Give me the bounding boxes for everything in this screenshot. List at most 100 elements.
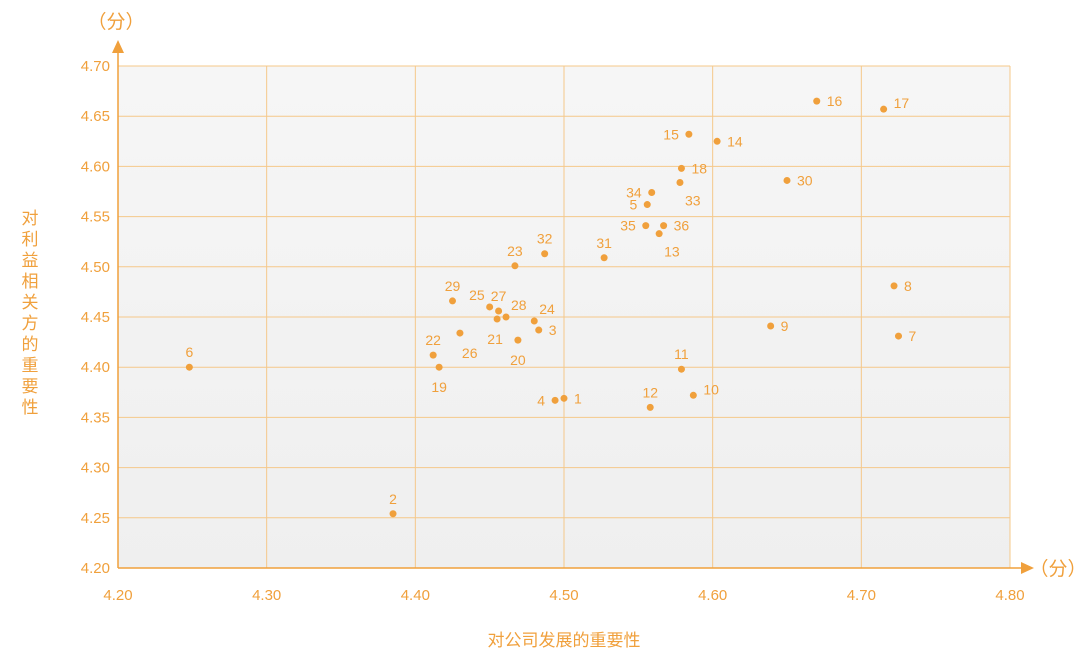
data-point (813, 97, 821, 105)
data-point (676, 178, 684, 186)
x-tick-label: 4.70 (847, 587, 876, 604)
point-label: 22 (425, 332, 441, 348)
point-label: 26 (462, 345, 478, 361)
y-tick-label: 4.70 (81, 58, 110, 75)
point-label: 31 (596, 235, 612, 251)
data-point (767, 322, 775, 330)
data-point (677, 164, 685, 172)
x-tick-label: 4.20 (103, 587, 132, 604)
point-label: 10 (703, 381, 719, 397)
point-label: 17 (894, 95, 910, 111)
data-point (655, 230, 663, 238)
data-point (685, 130, 693, 138)
data-point (185, 363, 193, 371)
point-label: 32 (537, 231, 553, 247)
data-point (541, 250, 549, 258)
data-point (389, 510, 397, 518)
data-point (880, 105, 888, 113)
y-tick-label: 4.60 (81, 158, 110, 175)
point-label: 3 (549, 322, 557, 338)
data-point (493, 315, 501, 323)
y-tick-label: 4.30 (81, 460, 110, 477)
point-label: 36 (674, 218, 690, 234)
point-label: 27 (491, 288, 507, 304)
data-point (435, 363, 443, 371)
y-tick-label: 4.45 (81, 309, 110, 326)
data-point (502, 313, 510, 321)
point-label: 28 (511, 297, 527, 313)
data-point (530, 317, 538, 325)
y-axis-title-char: 性 (22, 398, 39, 418)
x-axis-title: 对公司发展的重要性 (488, 631, 641, 651)
y-tick-labels: 4.20 4.25 4.30 4.35 4.40 4.45 4.50 4.55 4.60 4.65… (81, 58, 110, 577)
point-label: 6 (185, 344, 193, 360)
y-axis-title-char: 对 (22, 209, 39, 229)
data-point (486, 303, 494, 311)
data-point (511, 262, 519, 270)
data-point (646, 403, 654, 411)
data-point (642, 222, 650, 230)
y-tick-label: 4.25 (81, 510, 110, 527)
x-tick-label: 4.60 (698, 587, 727, 604)
point-label: 9 (781, 318, 789, 334)
y-axis-title-char: 关 (22, 293, 39, 313)
point-label: 1 (574, 390, 582, 406)
data-point (895, 332, 902, 340)
data-point (890, 282, 898, 290)
point-label: 29 (445, 278, 461, 294)
point-label: 5 (629, 197, 637, 213)
point-label: 2 (389, 491, 397, 507)
axes (112, 40, 1034, 574)
point-label: 35 (620, 218, 636, 234)
x-axis-arrow (1021, 562, 1034, 574)
data-point (551, 396, 559, 404)
y-tick-label: 4.55 (81, 209, 110, 226)
data-point (660, 222, 668, 230)
data-point (456, 329, 464, 337)
y-axis-arrow (112, 40, 124, 53)
point-label: 4 (537, 392, 545, 408)
y-axis-title-char: 利 (22, 230, 39, 250)
y-tick-label: 4.20 (81, 560, 110, 577)
data-point (495, 307, 503, 315)
x-tick-label: 4.30 (252, 587, 281, 604)
data-point (643, 201, 651, 209)
point-label: 13 (664, 244, 680, 260)
point-label: 12 (642, 384, 658, 400)
x-tick-label: 4.80 (995, 587, 1024, 604)
data-point (713, 137, 721, 145)
data-point (429, 351, 437, 359)
point-label: 11 (674, 346, 689, 362)
y-axis-unit: （分） (87, 11, 144, 33)
data-point (535, 326, 543, 334)
point-label: 7 (909, 328, 917, 344)
point-label: 20 (510, 352, 526, 368)
y-tick-label: 4.65 (81, 108, 110, 125)
point-label: 21 (487, 331, 503, 347)
point-label: 30 (797, 172, 813, 188)
y-axis-title-char: 相 (22, 272, 39, 292)
data-point (648, 189, 656, 197)
x-tick-label: 4.50 (549, 587, 578, 604)
x-tick-labels: 4.20 4.30 4.40 4.50 4.60 4.70 4.80 (103, 587, 1024, 604)
data-point (449, 297, 456, 305)
point-label: 16 (827, 93, 843, 109)
y-tick-label: 4.40 (81, 359, 110, 376)
x-axis-unit: （分） (1029, 558, 1084, 580)
y-tick-label: 4.50 (81, 259, 110, 276)
data-points (185, 97, 902, 518)
y-axis-title-char: 的 (22, 335, 39, 355)
data-point (560, 394, 568, 402)
y-axis-title-char: 方 (22, 314, 39, 334)
data-point (600, 254, 608, 262)
data-point (783, 176, 791, 184)
data-point (514, 336, 522, 344)
y-axis-title-char: 益 (22, 251, 39, 271)
point-label: 18 (691, 160, 707, 176)
point-label: 24 (539, 301, 555, 317)
point-label: 34 (626, 185, 642, 201)
data-point (689, 391, 697, 399)
